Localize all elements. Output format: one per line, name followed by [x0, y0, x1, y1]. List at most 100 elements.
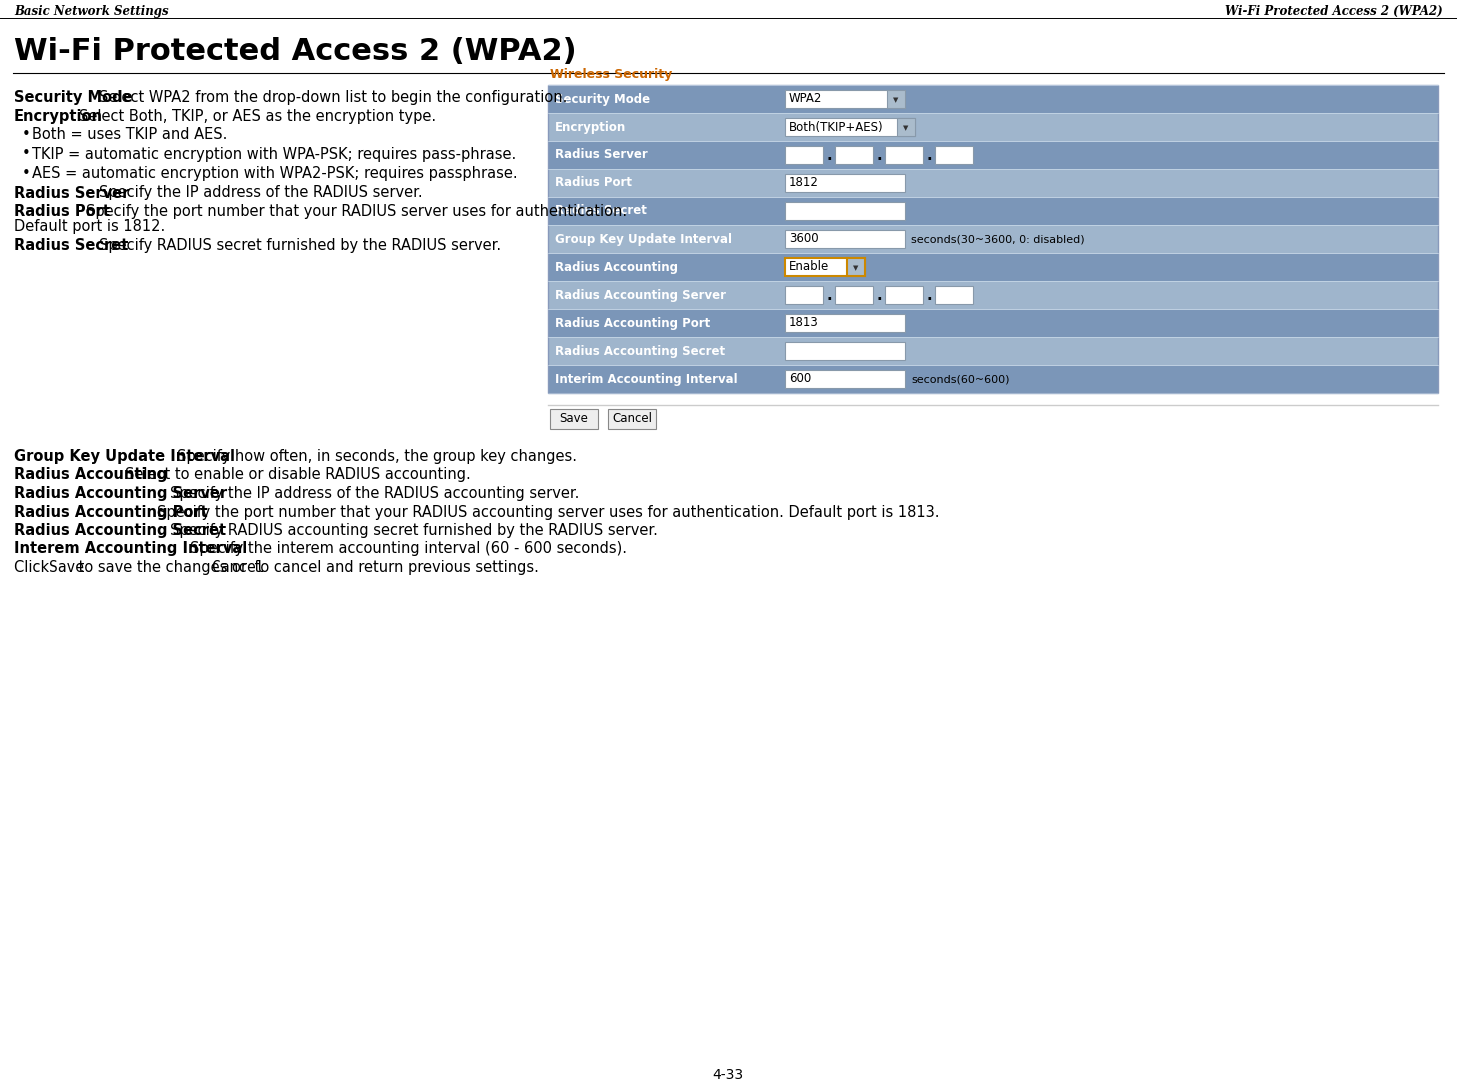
Text: Wireless Security: Wireless Security — [549, 68, 672, 81]
Bar — [898, 118, 915, 136]
Bar — [785, 370, 905, 388]
Text: •: • — [22, 127, 31, 142]
Text: 1813: 1813 — [790, 316, 819, 329]
Bar — [785, 257, 865, 276]
Bar — [785, 146, 823, 164]
Text: Radius Accounting Server: Radius Accounting Server — [555, 288, 726, 301]
Text: .: . — [826, 147, 832, 163]
Bar — [548, 253, 1438, 281]
Text: .: . — [927, 288, 932, 302]
Text: seconds(30~3600, 0: disabled): seconds(30~3600, 0: disabled) — [911, 233, 1084, 244]
Text: Group Key Update Interval: Group Key Update Interval — [15, 449, 235, 464]
Text: WPA2: WPA2 — [790, 93, 822, 106]
Text: Interim Accounting Interval: Interim Accounting Interval — [555, 372, 737, 385]
Text: 4-33: 4-33 — [712, 1068, 743, 1082]
Bar — [785, 202, 905, 220]
Text: to save the changes or: to save the changes or — [74, 560, 252, 575]
Text: Security Mode: Security Mode — [555, 93, 650, 106]
Bar — [548, 365, 1438, 393]
Bar — [785, 341, 905, 360]
Bar — [548, 85, 1438, 393]
Text: Security Mode: Security Mode — [15, 89, 133, 105]
Bar — [549, 409, 597, 429]
Text: •: • — [22, 166, 31, 181]
Bar — [548, 225, 1438, 253]
Bar — [847, 257, 865, 276]
Text: .: . — [927, 147, 932, 163]
Text: Specify RADIUS secret furnished by the RADIUS server.: Specify RADIUS secret furnished by the R… — [99, 238, 501, 253]
Text: .: . — [876, 147, 881, 163]
Text: Save: Save — [48, 560, 83, 575]
Bar — [548, 197, 1438, 225]
Bar — [548, 337, 1438, 365]
Text: Click: Click — [15, 560, 54, 575]
Text: Wi-Fi Protected Access 2 (WPA2): Wi-Fi Protected Access 2 (WPA2) — [1225, 4, 1442, 17]
Bar — [935, 146, 973, 164]
Text: 1812: 1812 — [790, 177, 819, 190]
Text: to cancel and return previous settings.: to cancel and return previous settings. — [251, 560, 539, 575]
Bar — [548, 309, 1438, 337]
Text: Both = uses TKIP and AES.: Both = uses TKIP and AES. — [32, 127, 227, 142]
Bar — [785, 314, 905, 332]
Text: .: . — [876, 288, 881, 302]
Text: Radius Accounting Secret: Radius Accounting Secret — [15, 523, 226, 538]
Bar — [548, 281, 1438, 309]
Text: Radius Server: Radius Server — [555, 148, 648, 161]
Text: Radius Accounting: Radius Accounting — [555, 261, 678, 274]
Bar — [835, 146, 873, 164]
Text: Cancel: Cancel — [612, 412, 651, 425]
Text: Radius Port: Radius Port — [15, 204, 109, 219]
Text: Default port is 1812.: Default port is 1812. — [15, 219, 165, 235]
Text: •: • — [22, 146, 31, 161]
Text: Enable: Enable — [790, 261, 829, 274]
Text: ▼: ▼ — [854, 265, 858, 271]
Text: Specify RADIUS accounting secret furnished by the RADIUS server.: Specify RADIUS accounting secret furnish… — [170, 523, 659, 538]
Text: Specify the port number that your RADIUS accounting server uses for authenticati: Specify the port number that your RADIUS… — [157, 504, 940, 519]
Text: Specify the IP address of the RADIUS accounting server.: Specify the IP address of the RADIUS acc… — [170, 485, 580, 501]
Text: Select to enable or disable RADIUS accounting.: Select to enable or disable RADIUS accou… — [125, 468, 471, 482]
Bar — [548, 169, 1438, 197]
Bar — [785, 173, 905, 192]
Bar — [884, 286, 922, 304]
Text: AES = automatic encryption with WPA2-PSK; requires passphrase.: AES = automatic encryption with WPA2-PSK… — [32, 166, 517, 181]
Text: Radius Accounting Port: Radius Accounting Port — [15, 504, 208, 519]
Bar — [935, 286, 973, 304]
Text: Specify how often, in seconds, the group key changes.: Specify how often, in seconds, the group… — [176, 449, 577, 464]
Text: Cancel: Cancel — [213, 560, 265, 575]
Text: Radius Secret: Radius Secret — [555, 204, 647, 217]
Bar — [887, 89, 905, 108]
Text: Specify the port number that your RADIUS server uses for authentication.: Specify the port number that your RADIUS… — [86, 204, 627, 219]
Text: seconds(60~600): seconds(60~600) — [911, 374, 1010, 384]
Text: Interem Accounting Interval: Interem Accounting Interval — [15, 541, 248, 556]
Text: 600: 600 — [790, 372, 812, 385]
Bar — [785, 89, 905, 108]
Text: Basic Network Settings: Basic Network Settings — [15, 4, 169, 17]
Bar — [835, 286, 873, 304]
Text: Radius Accounting Server: Radius Accounting Server — [15, 485, 227, 501]
Text: Radius Accounting Secret: Radius Accounting Secret — [555, 345, 726, 358]
Text: Select Both, TKIP, or AES as the encryption type.: Select Both, TKIP, or AES as the encrypt… — [79, 108, 436, 123]
Text: ▼: ▼ — [903, 125, 909, 131]
Bar — [785, 118, 915, 136]
Text: ▼: ▼ — [893, 97, 899, 103]
Bar — [884, 146, 922, 164]
Text: Specify the interem accounting interval (60 - 600 seconds).: Specify the interem accounting interval … — [189, 541, 627, 556]
Text: Wi-Fi Protected Access 2 (WPA2): Wi-Fi Protected Access 2 (WPA2) — [15, 37, 577, 67]
Text: Radius Accounting: Radius Accounting — [15, 468, 168, 482]
Text: Both(TKIP+AES): Both(TKIP+AES) — [790, 120, 883, 133]
Text: 3600: 3600 — [790, 232, 819, 245]
Text: Radius Accounting Port: Radius Accounting Port — [555, 316, 710, 329]
Text: Encryption: Encryption — [555, 120, 627, 133]
Text: Select WPA2 from the drop-down list to begin the configuration.: Select WPA2 from the drop-down list to b… — [99, 89, 567, 105]
Text: Radius Secret: Radius Secret — [15, 238, 128, 253]
Bar — [548, 141, 1438, 169]
Text: .: . — [826, 288, 832, 302]
Bar — [548, 85, 1438, 113]
Text: Radius Server: Radius Server — [15, 185, 130, 201]
Text: Radius Port: Radius Port — [555, 177, 632, 190]
Bar — [608, 409, 656, 429]
Text: TKIP = automatic encryption with WPA-PSK; requires pass-phrase.: TKIP = automatic encryption with WPA-PSK… — [32, 146, 516, 161]
Bar — [548, 113, 1438, 141]
Text: Specify the IP address of the RADIUS server.: Specify the IP address of the RADIUS ser… — [99, 185, 423, 201]
Text: Group Key Update Interval: Group Key Update Interval — [555, 232, 731, 245]
